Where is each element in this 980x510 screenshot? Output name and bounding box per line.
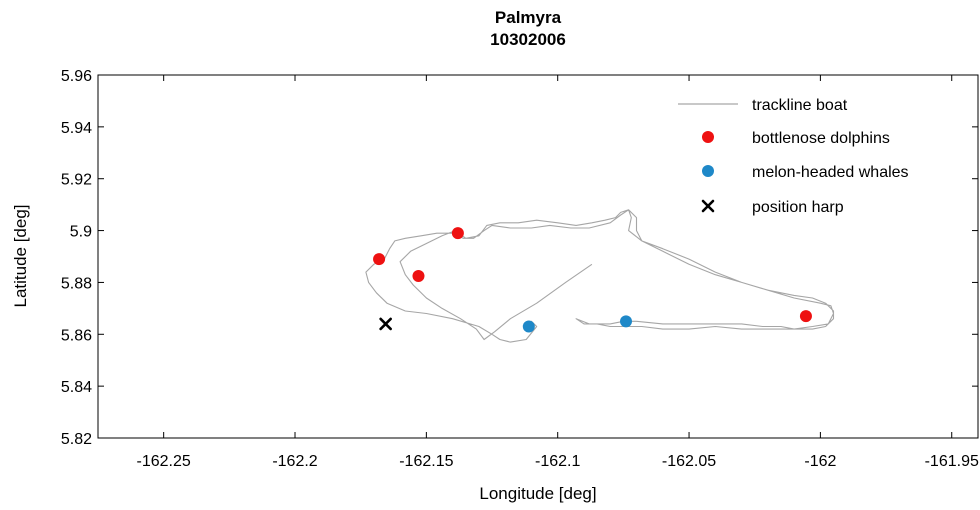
point-bottlenose-dolphins [799, 310, 812, 323]
y-tick-label: 5.92 [61, 172, 92, 189]
point-bottlenose-dolphins [373, 253, 386, 266]
x-tick-label: -162.2 [272, 453, 317, 470]
legend: trackline boat bottlenose dolphins melon… [678, 97, 909, 216]
chart-title: Palmyra [495, 8, 562, 27]
plot-area: -162.25 -162.2 -162.15 -162.1 -162.05 -162 -16… [61, 68, 979, 470]
point-melon-headed-whales [620, 315, 632, 328]
point-bottlenose-dolphins [412, 269, 425, 282]
legend-label-harp: position harp [752, 199, 844, 216]
x-tick-label: -162.25 [137, 453, 191, 470]
legend-swatch-melon-headed [702, 165, 714, 177]
legend-label-trackline: trackline boat [752, 97, 848, 114]
legend-swatch-harp-x-icon [701, 199, 715, 213]
y-axis-label: Latitude [deg] [11, 204, 30, 307]
x-tick-label: -162.15 [399, 453, 453, 470]
point-melon-headed-whales [522, 320, 535, 333]
y-tick-label: 5.94 [61, 120, 92, 137]
y-tick-label: 5.88 [61, 275, 92, 292]
point-position-harp-x-icon [379, 317, 392, 331]
y-tick-label: 5.96 [61, 68, 92, 85]
legend-swatch-bottlenose [702, 131, 714, 143]
legend-label-melon-headed: melon-headed whales [752, 164, 909, 181]
x-tick-label: -162 [804, 453, 836, 470]
y-tick-label: 5.86 [61, 327, 92, 344]
point-bottlenose-dolphins [451, 227, 464, 240]
plot-frame [97, 74, 979, 439]
x-axis-label: Longitude [deg] [479, 484, 596, 503]
x-tick-label: -162.05 [662, 453, 716, 470]
legend-label-bottlenose: bottlenose dolphins [752, 130, 890, 147]
series-line-trackline-boat [365, 209, 835, 343]
chart-subtitle: 10302006 [490, 30, 566, 49]
x-tick-label: -161.95 [925, 453, 979, 470]
y-tick-label: 5.9 [70, 224, 92, 241]
y-tick-label: 5.82 [61, 431, 92, 448]
y-tick-label: 5.84 [61, 379, 92, 396]
x-tick-label: -162.1 [535, 453, 580, 470]
